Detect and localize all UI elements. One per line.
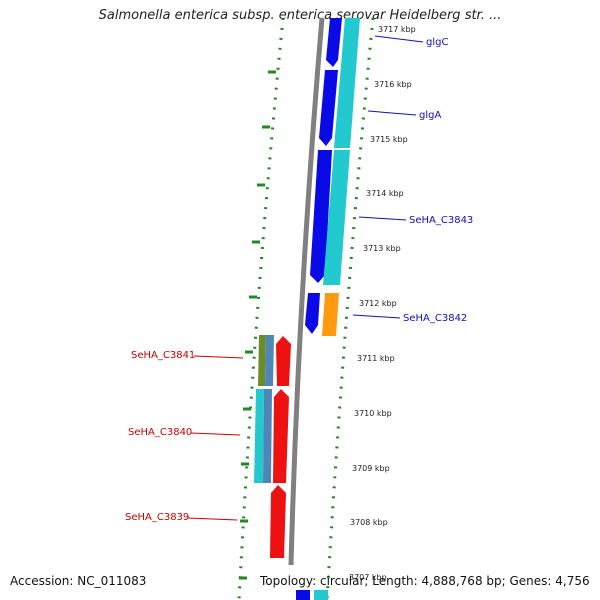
- left-tick-marks: [239, 70, 276, 580]
- tick-3710: 3710 kbp: [354, 409, 392, 418]
- tick-3713: 3713 kbp: [363, 244, 401, 253]
- tick-3711: 3711 kbp: [357, 354, 395, 363]
- organism-title: Salmonella enterica subsp. enterica sero…: [98, 8, 502, 23]
- tick-3707: 3707 kbp: [349, 573, 387, 582]
- cds-glgC-cyan[interactable]: [334, 18, 360, 148]
- scale-tick-labels: 3717 kbp 3716 kbp 3715 kbp 3714 kbp 3713…: [349, 25, 416, 582]
- tick-3716: 3716 kbp: [374, 80, 412, 89]
- outer-dotted-ring-left: [237, 17, 285, 600]
- reverse-gene-labels[interactable]: SeHA_C3841 SeHA_C3840 SeHA_C3839: [125, 350, 244, 523]
- cds-SeHA_C3841-red[interactable]: [276, 336, 291, 386]
- cds-SeHA_C3839-red[interactable]: [270, 485, 286, 558]
- topology-text: Topology: circular; Length: 4,888,768 bp…: [260, 574, 590, 588]
- cds-glgA-blue[interactable]: [319, 70, 338, 146]
- SeHA_C3839-leader: [187, 517, 238, 521]
- SeHA_C3843-leader: [358, 216, 407, 221]
- tick-3712: 3712 kbp: [359, 299, 397, 308]
- cds-SeHA_C3840-red[interactable]: [273, 389, 289, 483]
- forward-cds-blue[interactable]: [296, 18, 342, 600]
- tick-3714: 3714 kbp: [366, 189, 404, 198]
- gene-label-SeHA_C3843[interactable]: SeHA_C3843: [409, 215, 473, 226]
- SeHA_C3842-leader: [352, 314, 401, 319]
- tick-3709: 3709 kbp: [352, 464, 390, 473]
- cds-SeHA_C3840-steel[interactable]: [263, 389, 272, 483]
- cds-bottom-blue[interactable]: [296, 590, 310, 600]
- cds-SeHA_C3841-steel[interactable]: [265, 335, 274, 386]
- forward-gene-labels[interactable]: glgC glgA SeHA_C3843 SeHA_C3842: [352, 35, 473, 324]
- cds-glgA-cyan[interactable]: [323, 150, 350, 285]
- cds-SeHA_C3840-cyan[interactable]: [254, 389, 264, 483]
- cds-glgC-blue[interactable]: [326, 18, 342, 67]
- outer-dotted-ring-right: [325, 17, 375, 600]
- gene-label-SeHA_C3842[interactable]: SeHA_C3842: [403, 313, 467, 324]
- cds-SeHA_C3841-olive[interactable]: [258, 335, 266, 386]
- backbone-line: [288, 17, 325, 566]
- tick-3708: 3708 kbp: [350, 518, 388, 527]
- cds-bottom-cyan[interactable]: [314, 590, 328, 600]
- cds-SeHA_C3842-blue[interactable]: [305, 293, 320, 334]
- forward-cds-cyan[interactable]: [314, 18, 360, 600]
- reverse-cds[interactable]: [254, 335, 291, 558]
- gene-label-SeHA_C3839[interactable]: SeHA_C3839: [125, 512, 189, 523]
- gene-label-SeHA_C3840[interactable]: SeHA_C3840: [128, 427, 192, 438]
- gene-label-glgA[interactable]: glgA: [419, 110, 441, 121]
- cds-SeHA_C3843-blue[interactable]: [310, 150, 332, 283]
- gene-label-glgC[interactable]: glgC: [426, 37, 448, 48]
- SeHA_C3840-leader: [190, 432, 241, 436]
- glgA-leader: [367, 110, 417, 116]
- SeHA_C3841-leader: [193, 355, 244, 359]
- glgC-leader: [374, 35, 424, 43]
- accession-text: Accession: NC_011083: [10, 574, 147, 588]
- gene-label-SeHA_C3841[interactable]: SeHA_C3841: [131, 350, 195, 361]
- tick-3717: 3717 kbp: [378, 25, 416, 34]
- tick-3715: 3715 kbp: [370, 135, 408, 144]
- cds-orange[interactable]: [322, 293, 339, 336]
